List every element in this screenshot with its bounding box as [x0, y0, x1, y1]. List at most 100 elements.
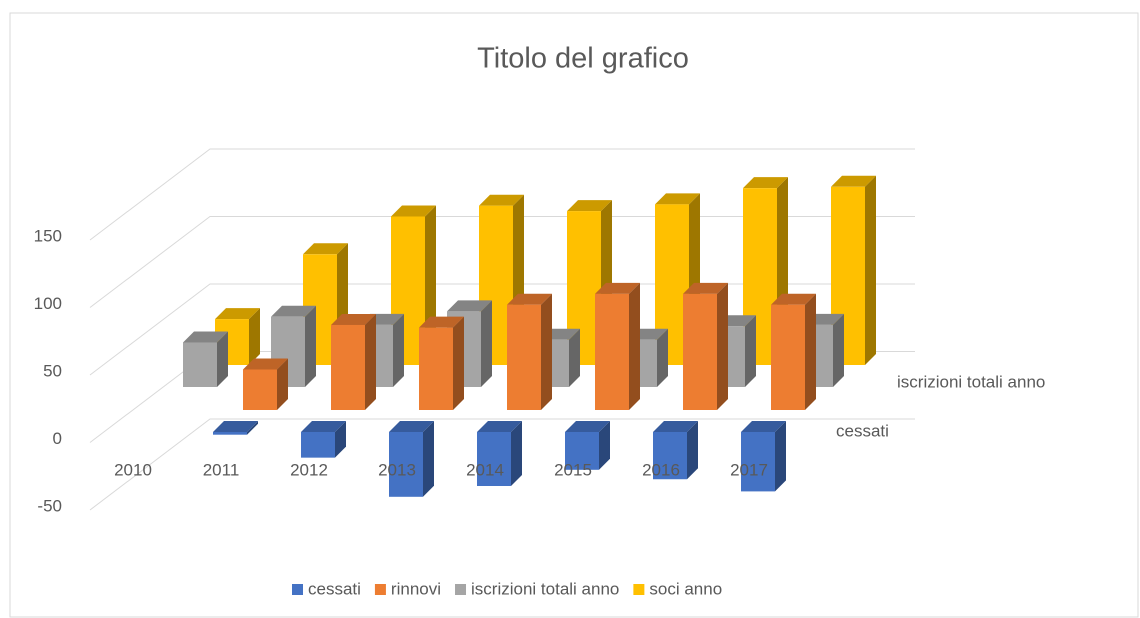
legend-label: soci anno [649, 579, 722, 598]
chart-title: Titolo del grafico [477, 43, 689, 75]
depth-label: cessati [836, 421, 889, 440]
column [683, 282, 728, 410]
legend-swatch [633, 584, 645, 595]
legend-label: rinnovi [391, 579, 441, 598]
column-top [683, 282, 728, 294]
y-tick-label: 150 [34, 226, 62, 245]
column [653, 421, 698, 480]
column-top [183, 331, 228, 343]
column-front [741, 432, 775, 492]
depth-label: iscrizioni totali anno [897, 372, 1045, 391]
y-tick-label: 100 [34, 294, 62, 313]
column-side [865, 175, 876, 365]
column [831, 175, 876, 365]
x-tick-label: 2016 [642, 460, 680, 479]
x-tick-label: 2010 [114, 460, 152, 479]
column [595, 282, 640, 410]
column-side [277, 358, 288, 410]
column-front [419, 327, 453, 410]
legend-label: cessati [308, 579, 361, 598]
column [741, 421, 786, 492]
column-top [479, 194, 524, 206]
column-front [213, 432, 247, 435]
column-front [565, 432, 599, 470]
column-top [743, 177, 788, 189]
column [419, 316, 464, 410]
column-top [477, 421, 522, 432]
column-top [331, 313, 376, 325]
column [389, 421, 434, 497]
column-top [301, 421, 346, 432]
column [507, 293, 552, 410]
x-tick-label: 2015 [554, 460, 592, 479]
legend-swatch [292, 584, 303, 595]
column-top [271, 305, 316, 317]
column-side [569, 328, 580, 387]
column-front [183, 342, 217, 387]
column-top [655, 193, 700, 205]
column-top [771, 293, 816, 305]
column-front [477, 432, 511, 486]
column-side [511, 421, 522, 486]
column-side [541, 293, 552, 410]
column-front [771, 304, 805, 410]
x-tick-label: 2011 [203, 460, 240, 479]
grid-line [89, 148, 915, 241]
column-top [447, 300, 492, 312]
column [183, 331, 228, 387]
column-front [653, 432, 687, 480]
column-side [335, 421, 346, 458]
column-side [687, 421, 698, 480]
x-tick-label: 2013 [378, 460, 416, 479]
column-side [599, 421, 610, 470]
column-top [303, 243, 348, 255]
column-top [391, 205, 436, 217]
legend-swatch [374, 584, 386, 595]
column-top [653, 421, 698, 432]
grid-line [89, 418, 915, 511]
column-side [629, 282, 640, 410]
column-side [423, 421, 434, 497]
column-top [243, 358, 288, 370]
column [243, 358, 288, 410]
column-top [595, 282, 640, 294]
column-side [393, 313, 404, 387]
column-top [741, 421, 786, 432]
x-tick-label: 2012 [290, 460, 328, 479]
x-tick-label: 2017 [730, 460, 768, 479]
column-top [565, 421, 610, 432]
column-side [833, 313, 844, 387]
y-tick-label: 50 [43, 361, 62, 380]
y-tick-label: 0 [53, 429, 62, 448]
column-side [745, 315, 756, 387]
column [477, 421, 522, 486]
column-side [305, 305, 316, 387]
column-side [657, 328, 668, 387]
column-front [683, 293, 717, 410]
column-front [243, 369, 277, 410]
column-side [217, 331, 228, 387]
column [213, 421, 258, 435]
column [301, 421, 346, 458]
column-front [595, 293, 629, 410]
column-front [389, 432, 423, 497]
column [331, 313, 376, 410]
legend-label: iscrizioni totali anno [471, 579, 619, 598]
x-tick-label: 2014 [466, 460, 504, 479]
column-side [717, 282, 728, 410]
column-top [831, 175, 876, 187]
column-top [389, 421, 434, 432]
column-side [805, 293, 816, 410]
column-side [365, 313, 376, 410]
y-tick-label: -50 [37, 496, 62, 515]
legend-swatch [455, 584, 467, 595]
column [565, 421, 610, 470]
column-side [249, 308, 260, 365]
column-side [775, 421, 786, 492]
column [771, 293, 816, 410]
column-front [507, 304, 541, 410]
column-top [419, 316, 464, 328]
column-top [567, 200, 612, 212]
column-side [453, 316, 464, 410]
